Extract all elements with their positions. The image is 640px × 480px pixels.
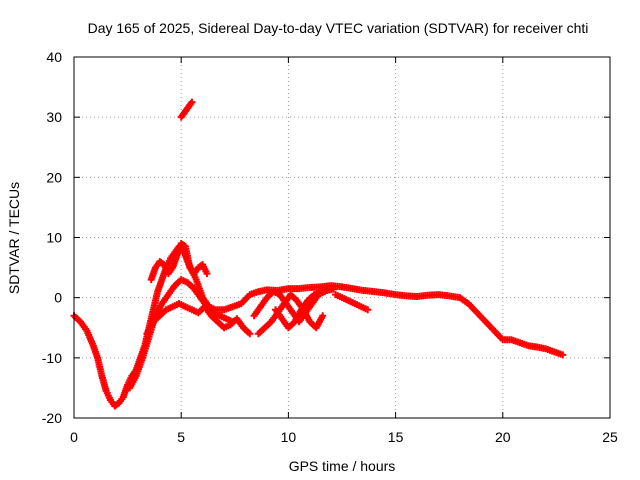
data-point (314, 289, 322, 297)
data-point (255, 304, 263, 312)
data-point (157, 278, 165, 286)
data-point (185, 261, 193, 269)
data-point (97, 370, 105, 378)
data-point (327, 286, 335, 294)
data-point (514, 338, 522, 346)
data-point (131, 374, 139, 382)
y-tick-label: 10 (46, 230, 62, 246)
data-point (88, 340, 96, 348)
data-point (220, 314, 228, 322)
data-point (489, 325, 497, 333)
y-tick-label: 20 (46, 169, 62, 185)
data-point (287, 307, 295, 315)
x-tick-label: 5 (177, 429, 185, 445)
data-point (307, 301, 315, 309)
y-tick-label: -10 (42, 350, 62, 366)
data-point (166, 304, 174, 312)
data-point (289, 319, 297, 327)
data-point (161, 307, 169, 315)
data-point (105, 394, 113, 402)
data-point (224, 322, 232, 330)
data-point (93, 352, 101, 360)
data-point (148, 320, 156, 328)
y-axis-label: SDTVAR / TECUs (6, 182, 22, 294)
data-point (153, 290, 161, 298)
data-point (309, 292, 317, 300)
data-point (235, 300, 243, 308)
data-point (497, 334, 505, 342)
data-point (157, 302, 165, 310)
data-point (342, 296, 350, 304)
data-point (202, 267, 210, 275)
data-point (181, 278, 189, 286)
data-point (454, 293, 462, 301)
y-tick-label: 0 (54, 290, 62, 306)
data-point (214, 311, 222, 319)
data-point (172, 254, 180, 262)
data-point (355, 302, 363, 310)
data-points (70, 98, 567, 410)
data-point (349, 299, 357, 307)
data-point (252, 288, 260, 296)
data-point (522, 341, 530, 349)
data-point (296, 308, 304, 316)
data-point (144, 335, 152, 343)
data-point (82, 325, 90, 333)
x-tick-label: 15 (388, 429, 404, 445)
data-point (362, 305, 370, 313)
data-point (480, 316, 488, 324)
data-point (548, 347, 556, 355)
data-point (118, 395, 126, 403)
data-point (195, 292, 203, 300)
y-tick-label: 40 (46, 49, 62, 65)
data-point (227, 303, 235, 311)
y-tick-label: 30 (46, 109, 62, 125)
x-tick-label: 10 (281, 429, 297, 445)
data-point (186, 305, 194, 313)
data-point (167, 266, 175, 274)
data-point (305, 316, 313, 324)
x-tick-label: 25 (602, 429, 618, 445)
grid-lines (74, 57, 610, 418)
data-point (336, 293, 344, 301)
x-tick-label: 0 (70, 429, 78, 445)
data-point (277, 313, 285, 321)
data-point (244, 292, 252, 300)
y-tick-label: -20 (42, 410, 62, 426)
data-point (557, 350, 565, 358)
x-tick-label: 20 (495, 429, 511, 445)
data-point (471, 307, 479, 315)
data-point (138, 356, 146, 364)
data-point (279, 301, 287, 309)
data-point (102, 385, 110, 393)
axis-ticks: 0 5 10 15 20 25 -20 -10 0 10 20 30 40 (42, 49, 618, 445)
data-point (151, 266, 159, 274)
data-point (179, 302, 187, 310)
chart-title: Day 165 of 2025, Sidereal Day-to-day VTE… (88, 20, 589, 36)
x-axis-label: GPS time / hours (289, 458, 396, 474)
data-point (244, 328, 252, 336)
data-point (540, 344, 548, 352)
data-point (163, 292, 171, 300)
data-point (187, 100, 195, 108)
data-point (318, 314, 326, 322)
